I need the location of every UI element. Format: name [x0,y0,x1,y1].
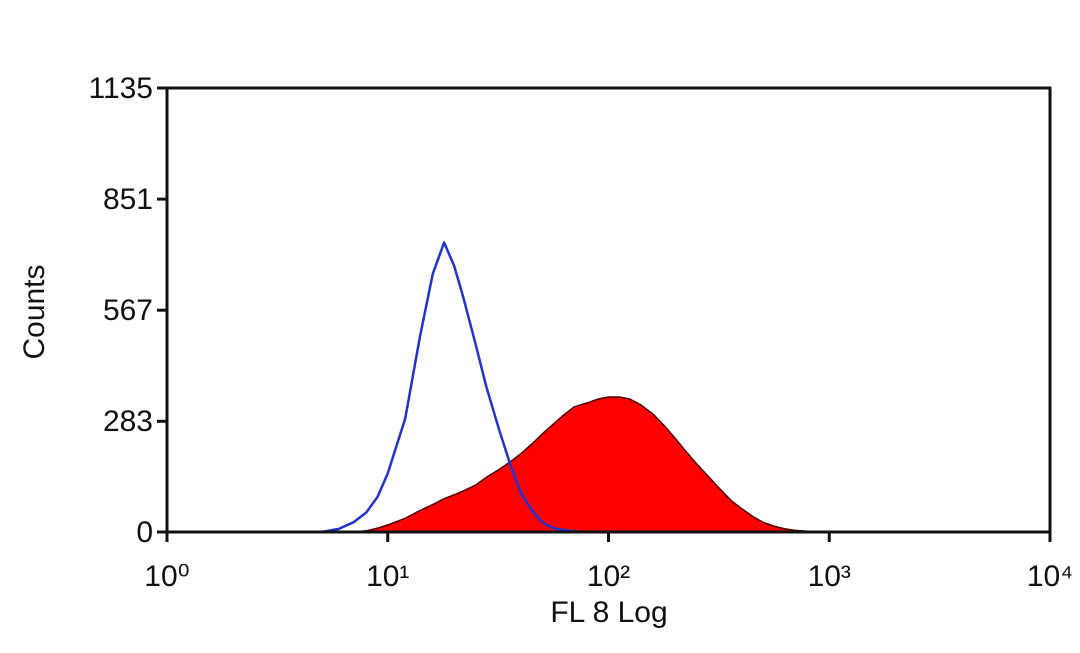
x-tick-label: 10³ [808,560,851,593]
y-axis-label: Counts [18,264,51,359]
y-tick-label: 283 [103,405,153,438]
y-tick-label: 1135 [88,72,153,105]
y-tick-label: 851 [103,183,153,216]
x-tick-label: 10² [587,560,630,593]
y-tick-label: 0 [136,516,153,549]
x-tick-label: 10⁴ [1027,560,1073,593]
x-axis-label: FL 8 Log [550,596,667,629]
x-tick-label: 10⁰ [144,560,189,593]
y-tick-label: 567 [103,294,153,327]
filled-histogram [299,396,831,533]
x-tick-label: 10¹ [366,560,409,593]
